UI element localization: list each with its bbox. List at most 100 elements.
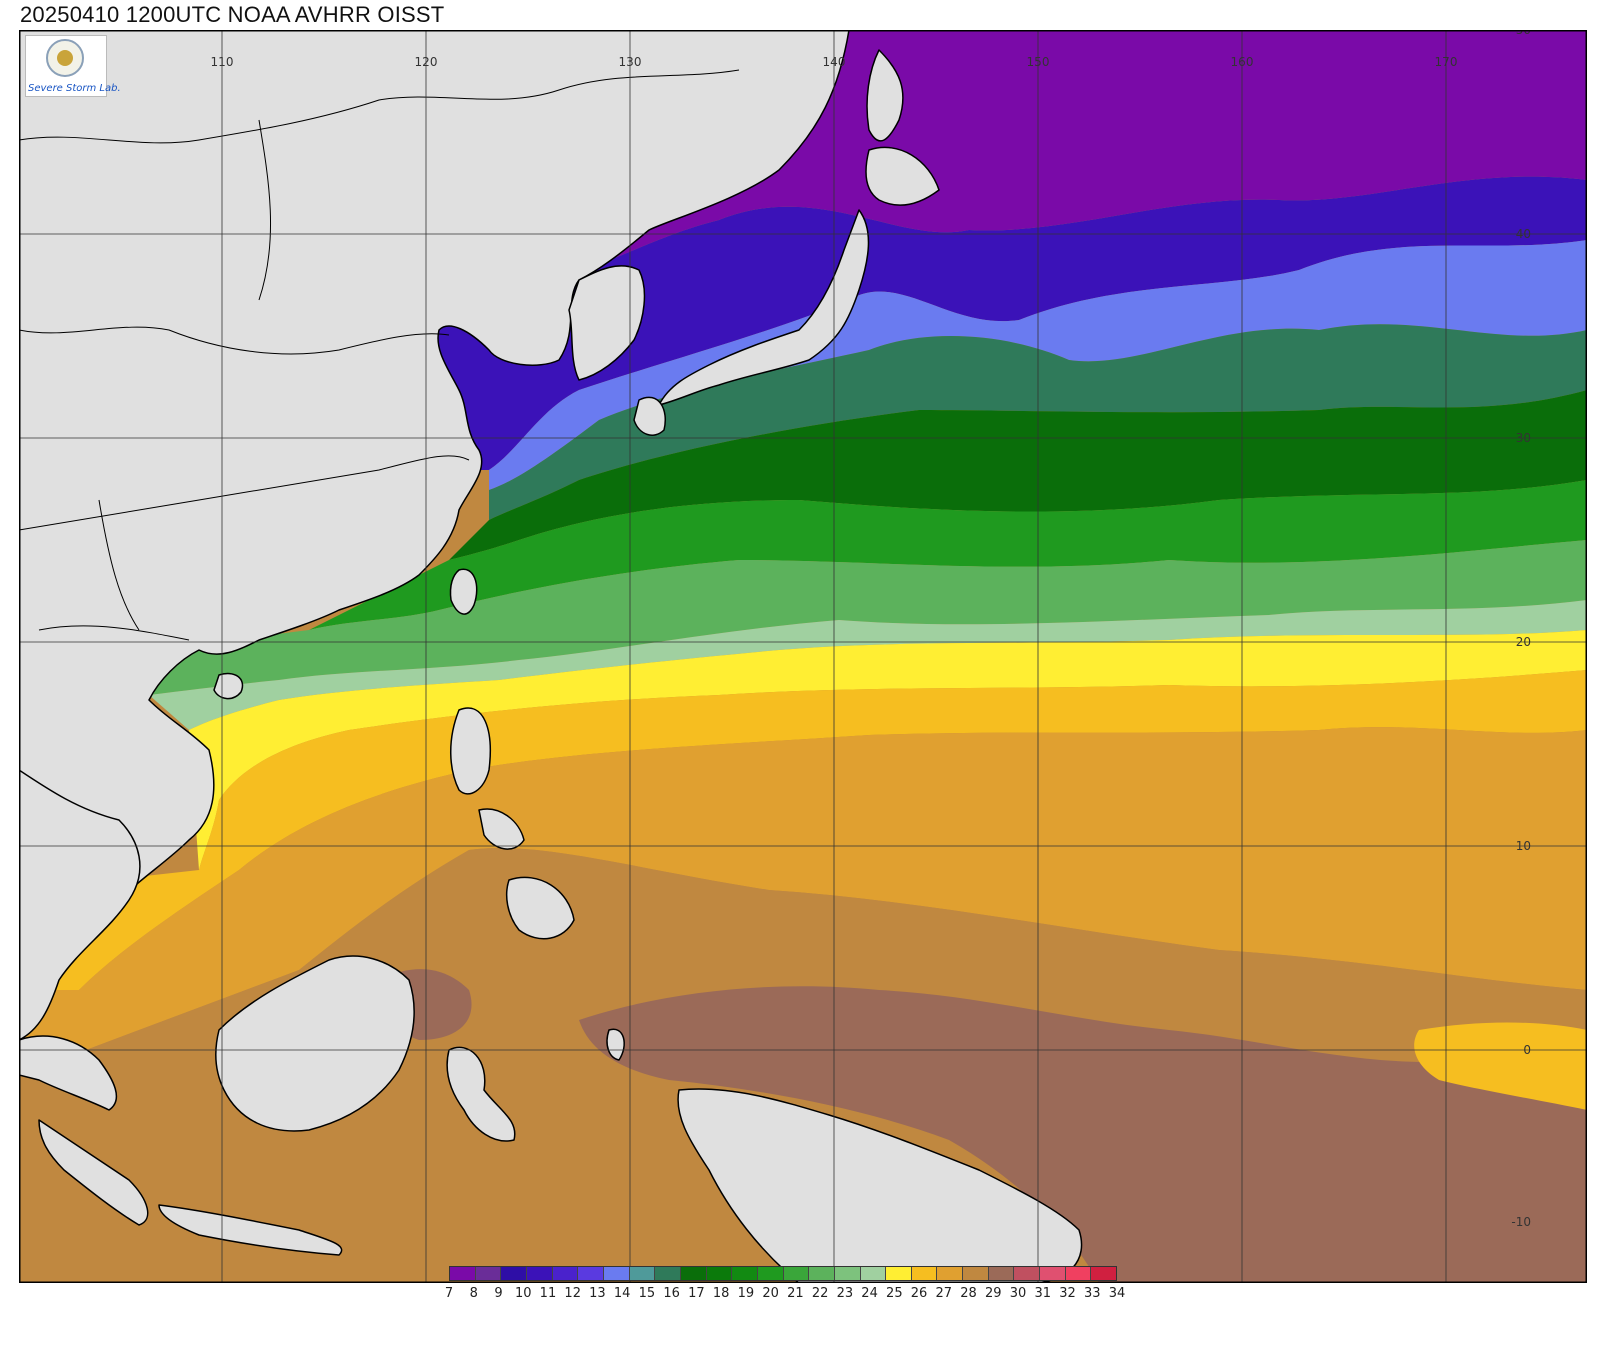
map-border xyxy=(19,30,1587,1283)
lon-label-120: 120 xyxy=(415,55,438,69)
colorbar-label: 14 xyxy=(613,1286,631,1301)
sst-band-14 xyxy=(489,240,1587,490)
colorbar-label: 31 xyxy=(1034,1286,1052,1301)
hainan xyxy=(213,672,244,700)
colorbar-swatch xyxy=(629,1267,656,1280)
colorbar-label: 20 xyxy=(762,1286,779,1301)
sst-band-28 xyxy=(19,670,1587,990)
colorbar-swatch xyxy=(963,1267,989,1280)
sakhalin-kamchatka xyxy=(866,49,904,142)
korea xyxy=(568,265,646,381)
lat-label-30: 30 xyxy=(1516,431,1531,445)
visayas xyxy=(478,808,525,850)
colorbar-swatch xyxy=(911,1267,938,1280)
lat-label-10: 10 xyxy=(1516,839,1531,853)
borneo xyxy=(214,955,415,1132)
java xyxy=(158,1204,343,1256)
colorbar-swatch xyxy=(1040,1267,1066,1280)
colorbar-label: 19 xyxy=(737,1286,755,1301)
colorbar-swatch xyxy=(757,1267,784,1280)
colorbar-label: 10 xyxy=(514,1286,532,1301)
halmahera xyxy=(606,1028,625,1061)
lon-label-170: 170 xyxy=(1435,55,1458,69)
colorbar-label: 15 xyxy=(638,1286,656,1301)
colorbar-label: 9 xyxy=(494,1286,503,1301)
sst-band-25 xyxy=(149,600,1587,730)
logo-text: Severe Storm Lab. xyxy=(28,83,121,94)
colorbar-label: 29 xyxy=(985,1286,1002,1301)
colorbar-swatch xyxy=(475,1267,502,1280)
sumatra xyxy=(38,1119,149,1226)
colorbar-label: 27 xyxy=(935,1286,953,1301)
sst-band-18 xyxy=(449,390,1587,560)
sst-colorbar-labels: 7 8 9 10 11 12 13 14 15 16 17 18 19 20 21 22 23 24 25 26 27 2… xyxy=(445,1286,1125,1302)
japan-honshu xyxy=(658,209,870,406)
borders xyxy=(19,69,740,641)
sulawesi xyxy=(446,1046,516,1142)
colorbar-label: 22 xyxy=(811,1286,829,1301)
colorbar-label: 32 xyxy=(1059,1286,1076,1301)
sst-band-29 xyxy=(19,727,1587,1070)
luzon xyxy=(450,707,491,795)
colorbar-label: 7 xyxy=(444,1286,454,1301)
sst-band-29-east xyxy=(1414,1022,1587,1110)
map-title: 20250410 1200UTC NOAA AVHRR OISST xyxy=(20,2,445,27)
colorbar-swatch xyxy=(603,1267,630,1280)
colorbar-swatch xyxy=(1065,1267,1092,1280)
colorbar-swatch xyxy=(501,1267,527,1280)
sst-field xyxy=(19,30,1587,1283)
graticule xyxy=(19,30,1587,1283)
severe-storm-lab-logo: Severe Storm Lab. xyxy=(25,35,121,97)
colorbar-swatch xyxy=(732,1267,758,1280)
lon-label-140: 140 xyxy=(823,55,846,69)
japan-hokkaido xyxy=(865,146,940,206)
indochina xyxy=(19,769,141,1041)
colorbar-swatch xyxy=(860,1267,887,1280)
taiwan xyxy=(449,568,478,615)
new-guinea xyxy=(677,1088,1083,1283)
latitude-labels: 50 40 30 20 10 0 -10 xyxy=(1511,30,1531,1229)
colorbar-label: 30 xyxy=(1009,1286,1027,1301)
lon-label-160: 160 xyxy=(1231,55,1254,69)
colorbar-label: 25 xyxy=(886,1286,903,1301)
lat-label-50: 50 xyxy=(1516,30,1531,37)
longitude-labels: 110 120 130 140 150 160 170 xyxy=(211,55,1458,69)
colorbar-swatch xyxy=(655,1267,681,1280)
colorbar-label: 26 xyxy=(910,1286,928,1301)
colorbar-swatch xyxy=(988,1267,1015,1280)
colorbar-swatch xyxy=(526,1267,553,1280)
mindanao xyxy=(506,876,575,940)
sst-band-23 xyxy=(149,540,1587,695)
sst-band-31 xyxy=(579,986,1587,1283)
lon-label-130: 130 xyxy=(619,55,642,69)
sst-band-21 xyxy=(309,480,1587,630)
lon-label-150: 150 xyxy=(1027,55,1050,69)
colorbar-label: 33 xyxy=(1083,1286,1101,1301)
lat-label-40: 40 xyxy=(1516,227,1531,241)
colorbar-label: 11 xyxy=(539,1286,557,1301)
lat-label-20: 20 xyxy=(1516,635,1531,649)
sst-colorbar xyxy=(449,1266,1117,1281)
sst-map: 110 120 130 140 150 160 170 50 40 30 20 … xyxy=(19,30,1587,1283)
colorbar-label: 24 xyxy=(861,1286,878,1301)
colorbar-label: 18 xyxy=(712,1286,730,1301)
lat-label-0: 0 xyxy=(1523,1043,1531,1057)
colorbar-swatch xyxy=(1014,1267,1041,1280)
colorbar-label: 8 xyxy=(469,1286,478,1301)
colorbar-swatch xyxy=(886,1267,912,1280)
sst-band-27 xyxy=(189,630,1587,870)
land xyxy=(19,30,1083,1283)
colorbar-swatch xyxy=(680,1267,707,1280)
colorbar-label: 12 xyxy=(564,1286,581,1301)
colorbar-swatch xyxy=(809,1267,835,1280)
lat-label-minus-10: -10 xyxy=(1511,1215,1531,1229)
colorbar-swatch xyxy=(1091,1267,1117,1280)
university-seal-icon xyxy=(46,39,84,77)
colorbar-swatch xyxy=(834,1267,861,1280)
colorbar-swatch xyxy=(783,1267,810,1280)
colorbar-label: 17 xyxy=(688,1286,705,1301)
malay-peninsula xyxy=(19,1035,118,1111)
japan-kyushu xyxy=(633,396,666,436)
colorbar-swatch xyxy=(578,1267,604,1280)
colorbar-label: 34 xyxy=(1108,1286,1126,1301)
